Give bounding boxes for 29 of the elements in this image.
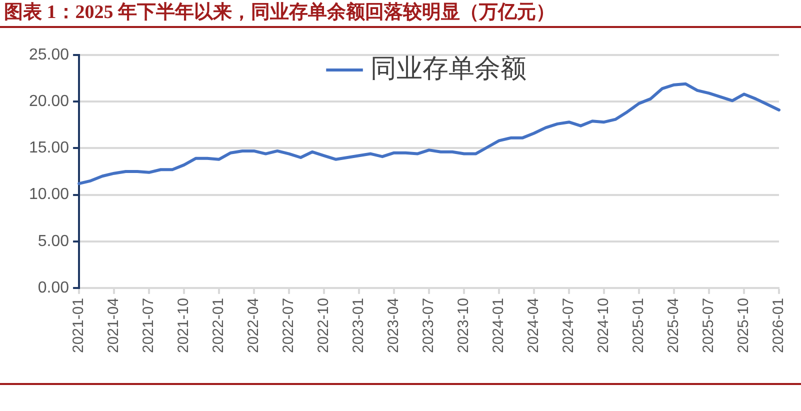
x-tick-label: 2022-10 [315, 298, 332, 354]
x-tick-label: 2025-01 [630, 298, 648, 354]
y-tick-label: 10.00 [28, 186, 70, 204]
x-tick-label: 2021-04 [105, 298, 122, 354]
y-tick-label: 5.00 [38, 232, 70, 250]
x-tick-label: 2025-07 [700, 298, 718, 354]
legend-label: 同业存单余额 [370, 54, 527, 83]
x-tick-label: 2025-10 [735, 298, 752, 354]
x-tick-label: 2026-01 [770, 298, 788, 354]
x-tick-label: 2021-10 [175, 298, 192, 354]
x-tick-label: 2021-07 [140, 298, 158, 354]
y-tick-label: 20.00 [28, 92, 70, 110]
x-tick-label: 2024-01 [490, 298, 508, 354]
x-tick-label: 2022-07 [280, 298, 298, 354]
x-tick-label: 2023-01 [350, 298, 368, 354]
y-tick-label: 25.00 [28, 46, 70, 64]
x-tick-label: 2025-04 [665, 298, 682, 354]
chart-title: 图表 1：2025 年下半年以来，同业存单余额回落较明显（万亿元） [0, 0, 801, 28]
x-tick-label: 2023-10 [455, 298, 472, 354]
x-tick-label: 2023-07 [420, 298, 438, 354]
x-tick-label: 2024-07 [560, 298, 578, 354]
x-tick-label: 2024-10 [595, 298, 612, 354]
x-tick-label: 2022-01 [210, 298, 228, 354]
y-tick-label: 15.00 [28, 140, 70, 157]
x-tick-label: 2022-04 [245, 298, 262, 354]
x-tick-label: 2024-04 [525, 298, 542, 354]
y-tick-label: 0.00 [38, 279, 70, 296]
x-tick-label: 2021-01 [70, 298, 88, 354]
x-tick-label: 2023-04 [385, 298, 402, 354]
